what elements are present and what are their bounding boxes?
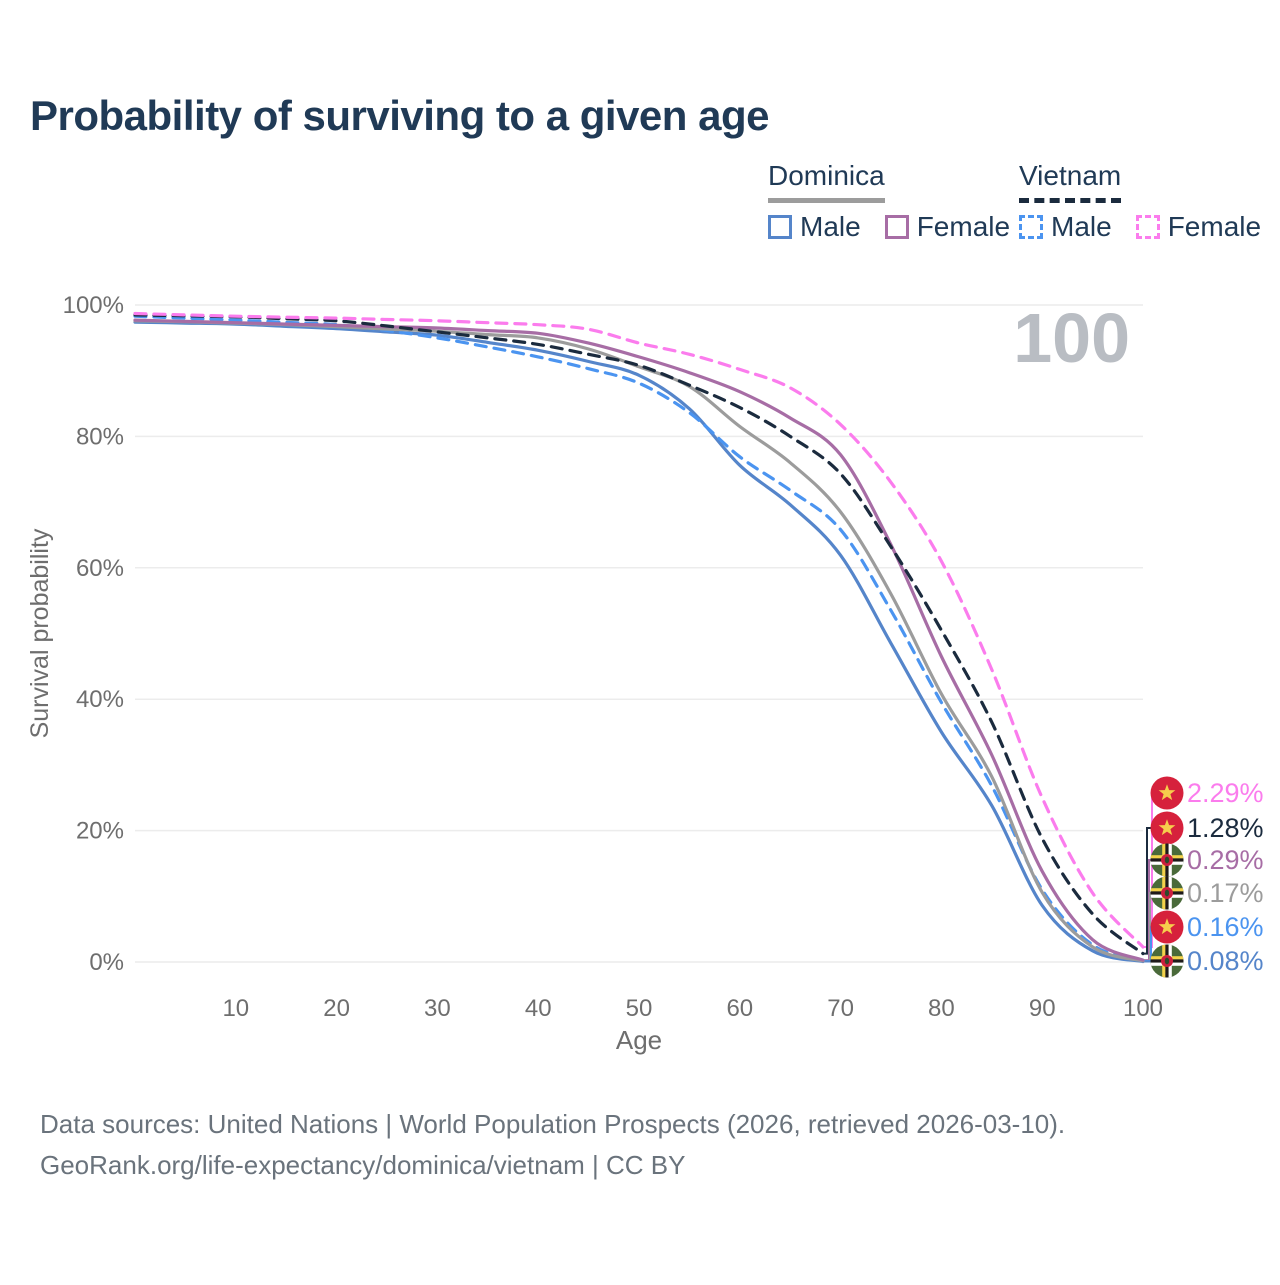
end-label-dominica-total: 0.17% [1187, 878, 1264, 908]
dominica-female-swatch-icon [885, 215, 909, 239]
series-line-dominica-female[interactable] [135, 320, 1143, 960]
x-tick-label: 20 [323, 995, 350, 1022]
legend-label-vietnam-female: Female [1168, 211, 1261, 243]
end-label-group-vietnam-female: 2.29% [1151, 777, 1264, 810]
series-line-dominica-male[interactable] [135, 322, 1143, 961]
series-line-vietnam-total[interactable] [135, 315, 1143, 954]
age-watermark: 100 [1013, 299, 1130, 377]
vietnam-male-swatch-icon [1019, 215, 1043, 239]
x-axis: 10 20 30 40 50 60 70 80 90 100 Age [222, 995, 1163, 1055]
data-sources-line2: GeoRank.org/life-expectancy/dominica/vie… [40, 1145, 1065, 1186]
x-tick-label: 60 [726, 995, 753, 1022]
gridlines [135, 305, 1143, 962]
vietnam-female-swatch-icon [1136, 215, 1160, 239]
end-label-group-dominica-male: 0.08% [1151, 945, 1264, 978]
end-label-vietnam-female: 2.29% [1187, 778, 1264, 808]
x-tick-label: 10 [222, 995, 249, 1022]
dominica-flag-icon [1151, 844, 1184, 877]
y-tick-label: 80% [76, 423, 124, 450]
x-tick-label: 70 [827, 995, 854, 1022]
legend-country-vietnam[interactable]: Vietnam [1019, 160, 1121, 203]
x-tick-label: 100 [1123, 995, 1163, 1022]
legend-label-vietnam-male: Male [1051, 211, 1112, 243]
x-tick-label: 50 [626, 995, 653, 1022]
page-title: Probability of surviving to a given age [30, 92, 769, 140]
data-sources: Data sources: United Nations | World Pop… [40, 1104, 1065, 1186]
dominica-flag-icon [1151, 877, 1184, 910]
end-label-vietnam-male: 0.16% [1187, 912, 1264, 942]
end-labels: 2.29% 1.28%0.29%0.17% 0.16% 0.08% [1151, 777, 1264, 978]
legend-item-dominica-male[interactable]: Male [768, 211, 861, 243]
x-tick-label: 30 [424, 995, 451, 1022]
end-label-group-dominica-total: 0.17% [1151, 877, 1264, 910]
y-tick-label: 100% [63, 292, 124, 319]
series-line-vietnam-female[interactable] [135, 314, 1143, 948]
x-tick-label: 40 [525, 995, 552, 1022]
legend-group-vietnam: Vietnam Male Female [1019, 160, 1261, 243]
legend: Dominica Male Female Vietnam Male Female [0, 160, 1280, 250]
series-line-vietnam-male[interactable] [135, 316, 1143, 961]
y-axis-title: Survival probability [26, 528, 54, 738]
y-tick-label: 20% [76, 818, 124, 845]
legend-label-dominica-male: Male [800, 211, 861, 243]
end-label-group-vietnam-total: 1.28% [1151, 812, 1264, 845]
legend-item-vietnam-female[interactable]: Female [1136, 211, 1261, 243]
legend-item-dominica-female[interactable]: Female [885, 211, 1010, 243]
series-line-dominica-total[interactable] [135, 321, 1143, 961]
y-tick-label: 60% [76, 555, 124, 582]
legend-item-vietnam-male[interactable]: Male [1019, 211, 1112, 243]
end-label-group-vietnam-male: 0.16% [1151, 911, 1264, 944]
y-tick-label: 0% [89, 949, 124, 976]
x-tick-label: 90 [1029, 995, 1056, 1022]
end-label-dominica-male: 0.08% [1187, 946, 1264, 976]
end-label-dominica-female: 0.29% [1187, 845, 1264, 875]
legend-country-dominica[interactable]: Dominica [768, 160, 885, 203]
legend-group-dominica: Dominica Male Female [768, 160, 1010, 243]
x-tick-label: 80 [928, 995, 955, 1022]
dominica-male-swatch-icon [768, 215, 792, 239]
dominica-flag-icon [1151, 945, 1184, 978]
end-label-vietnam-total: 1.28% [1187, 813, 1264, 843]
data-sources-line1: Data sources: United Nations | World Pop… [40, 1104, 1065, 1145]
legend-label-dominica-female: Female [917, 211, 1010, 243]
series-lines [135, 314, 1143, 962]
end-label-group-dominica-female: 0.29% [1151, 844, 1264, 877]
y-tick-label: 40% [76, 686, 124, 713]
y-axis: 0% 20% 40% 60% 80% 100% Survival probability [26, 292, 124, 976]
x-axis-title: Age [616, 1025, 662, 1055]
